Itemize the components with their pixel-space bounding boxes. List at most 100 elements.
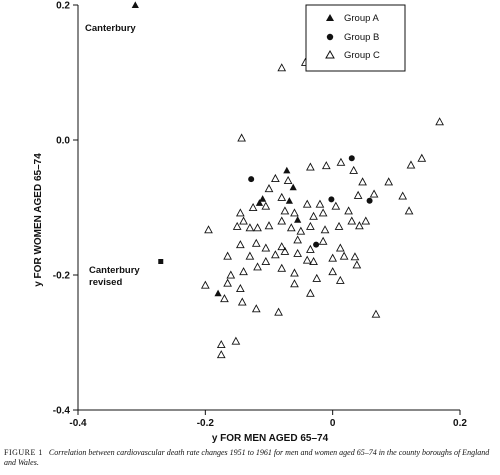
data-point-group-c [277, 263, 287, 272]
data-point-group-c [248, 202, 258, 212]
data-point-group-c [264, 184, 274, 193]
data-point-group-c [336, 157, 346, 166]
legend: Group A Group B Group C [305, 4, 406, 72]
data-point-group-b [248, 176, 255, 183]
data-point-group-c [293, 248, 303, 257]
data-point-group-c [290, 279, 299, 288]
data-point-group-c [277, 242, 287, 251]
legend-marker-group-a [326, 14, 334, 21]
data-point-group-c [277, 63, 287, 72]
data-point-group-c [235, 208, 245, 217]
data-point-group-c [306, 288, 315, 297]
data-point-group-c [239, 267, 248, 276]
legend-label-group-b: Group B [344, 32, 379, 43]
data-point-group-c [283, 175, 293, 185]
data-point-group-c [235, 283, 245, 293]
data-point-group-c [235, 240, 245, 249]
data-point-group-c [239, 216, 248, 225]
data-point-group-c [223, 251, 232, 260]
data-point-group-c [226, 270, 236, 279]
data-point-group-a [294, 216, 302, 223]
data-point-group-c [350, 252, 360, 261]
data-point-group-c [223, 278, 232, 287]
data-point-group-b [348, 155, 355, 162]
data-point-group-a [285, 197, 293, 204]
data-point-group-c [302, 255, 312, 264]
data-point-group-c [261, 243, 271, 252]
data-point-group-c [328, 253, 338, 262]
data-point-group-c [320, 225, 330, 234]
data-point-group-c [331, 201, 341, 210]
data-point-group-c [404, 206, 414, 215]
data-point-group-c [251, 304, 261, 313]
data-point-group-c [315, 199, 325, 208]
data-point-group-c [293, 235, 303, 244]
y-tick-label: 0.0 [56, 136, 70, 147]
data-point-group-c [261, 201, 271, 210]
x-tick-label: -0.4 [69, 418, 87, 429]
annotations: Canterbury Canterbury revised [85, 23, 140, 288]
data-point-group-c [290, 208, 299, 217]
data-point-group-b [328, 196, 335, 203]
annotation-canterbury: Canterbury [85, 23, 136, 34]
data-point-group-c [306, 162, 315, 171]
data-point-group-c [309, 211, 318, 220]
caption-label: FIGURE 1 [4, 448, 43, 457]
data-point-group-c [309, 256, 318, 266]
data-point-group-c [280, 206, 290, 215]
x-tick-label: 0.2 [453, 418, 467, 429]
data-point-group-a [259, 195, 267, 202]
data-point-group-c [264, 221, 274, 230]
axes: -0.4 -0.2 0 0.2 0.2 0.0 -0.2 -0.4 [53, 1, 468, 430]
data-point-group-c [339, 251, 349, 260]
data-point-group-c [253, 223, 262, 232]
data-point-group-c [251, 238, 261, 247]
data-point-group-c [371, 309, 381, 318]
data-point-group-c [237, 133, 246, 142]
y-axis-label: y FOR WOMEN AGED 65–74 [33, 153, 44, 287]
data-point-group-c [271, 173, 280, 182]
annotation-canterbury-revised-line2: revised [89, 277, 122, 288]
data-point-group-c [349, 165, 359, 174]
annotation-canterbury-revised-line1: Canterbury [89, 265, 140, 276]
caption-text: Correlation between cardiovascular death… [4, 448, 490, 467]
legend-marker-group-b [326, 33, 334, 41]
data-point-group-a [283, 166, 291, 174]
data-point-group-c [277, 192, 287, 201]
data-point-group-c [334, 221, 344, 230]
data-point-group-c [344, 206, 353, 215]
data-point-group-c [361, 216, 371, 225]
data-point-group-c [237, 297, 247, 306]
data-point-group-c [335, 275, 345, 284]
data-point-group-c [369, 189, 379, 198]
y-tick-label: 0.2 [56, 1, 70, 12]
data-point-group-c [312, 273, 322, 282]
data-point-group-c [321, 161, 331, 170]
x-axis-label: y FOR MEN AGED 65–74 [212, 433, 329, 444]
data-point-group-c [435, 117, 444, 126]
data-point-group-c [355, 221, 364, 230]
data-point-group-c [347, 216, 357, 225]
data-point-group-c [358, 177, 367, 186]
data-point-group-a [214, 289, 222, 297]
data-point-group-c [290, 268, 299, 277]
data-point-group-c [318, 208, 328, 217]
data-point-group-c [306, 221, 315, 230]
y-tick-label: -0.4 [53, 406, 71, 417]
data-point-group-c [232, 221, 242, 230]
data-point-group-c [417, 153, 427, 162]
data-point-group-c [271, 250, 280, 259]
data-point-group-c [200, 280, 210, 289]
data-point-group-a [289, 183, 297, 191]
x-tick-label: 0 [330, 418, 336, 429]
scatter-chart: -0.4 -0.2 0 0.2 0.2 0.0 -0.2 -0.4 Canterbury Ca… [33, 1, 468, 445]
legend-label-group-c: Group C [344, 50, 380, 61]
legend-marker-group-c [325, 49, 335, 59]
data-point-group-c [302, 199, 312, 208]
figure-caption: FIGURE 1 Correlation between cardiovascul… [4, 448, 496, 468]
data-point-group-c [306, 244, 315, 253]
data-point-group-c [277, 216, 287, 225]
data-point-group-c [245, 223, 255, 232]
data-point-group-c [231, 336, 241, 345]
